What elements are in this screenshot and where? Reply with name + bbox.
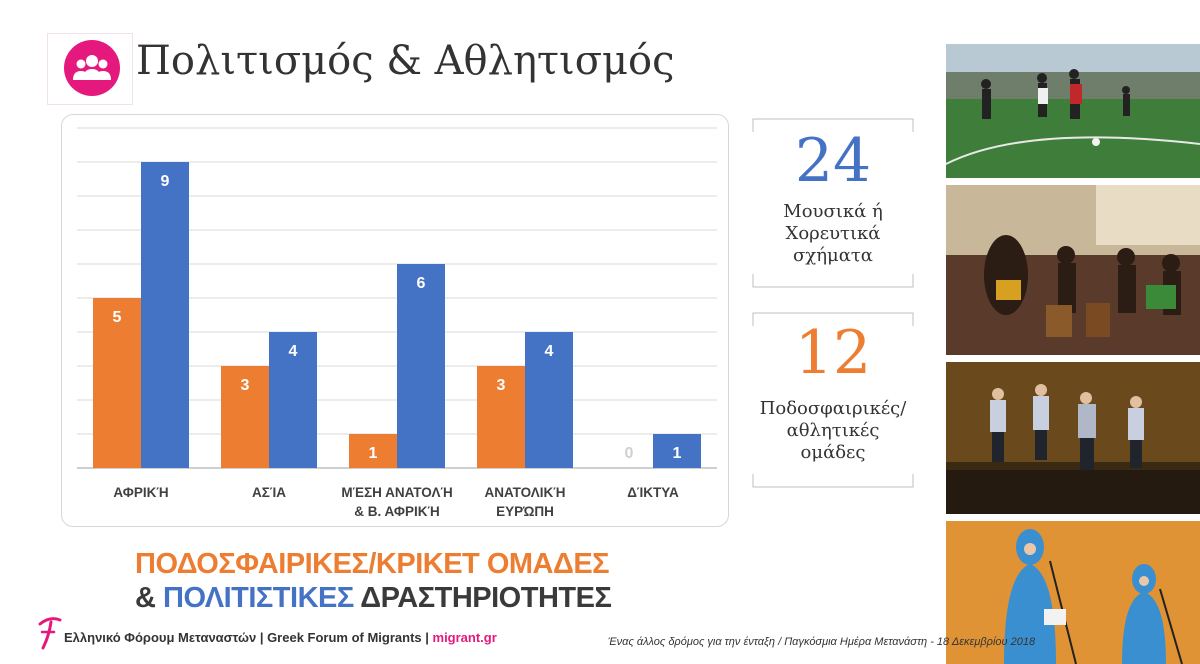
footer-tagline: Ένας άλλος δρόμος για την ένταξη / Παγκό…	[608, 636, 1036, 648]
stat-box-sports: 12 Ποδοσφαιρικές/ αθλητικές ομάδες	[752, 312, 914, 488]
category-label: ΑΣΊΑ	[252, 485, 286, 500]
subtitle-line-1: ΠΟΔΟΣΦΑΙΡΙΚΕΣ/ΚΡΙΚΕΤ ΟΜΑΔΕΣ	[135, 548, 610, 580]
data-label: 0	[625, 445, 634, 462]
page-title: Πολιτισμός & Αθλητισμός	[136, 38, 675, 84]
footer-org-text: Ελληνικό Φόρουμ Μεταναστών | Greek Forum…	[64, 630, 433, 645]
subtitle-line-2: & ΠΟΛΙΤΙΣΤΙΚΕΣ ΔΡΑΣΤΗΡΙΟΤΗΤΕΣ	[135, 582, 612, 614]
stat-label: Ποδοσφαιρικές/ αθλητικές ομάδες	[759, 398, 907, 463]
subtitle-highlight: ΠΟΛΙΤΙΣΤΙΚΕΣ	[163, 582, 354, 614]
bar-series-2	[397, 264, 445, 468]
folk-dance-stage-photo	[946, 362, 1200, 514]
data-label: 4	[545, 343, 554, 360]
people-group-icon	[64, 40, 120, 96]
data-label: 6	[417, 275, 426, 292]
bar-series-2	[269, 332, 317, 468]
bar-series-2	[525, 332, 573, 468]
bar-series-1	[349, 434, 397, 468]
stat-label: Μουσικά ή Χορευτικά σχήματα	[783, 201, 883, 266]
bar-series-2	[653, 434, 701, 468]
gfm-logo	[38, 617, 62, 650]
data-label: 1	[673, 445, 682, 462]
african-dance-photo	[946, 185, 1200, 355]
category-label: ΑΝΑΤΟΛΙΚΉ	[485, 485, 566, 500]
bar-series-1	[477, 366, 525, 468]
footer-site-link[interactable]: migrant.gr	[432, 630, 497, 645]
data-label: 3	[241, 377, 250, 394]
data-label: 4	[289, 343, 298, 360]
category-label: ΑΦΡΙΚΉ	[113, 485, 168, 500]
stat-number: 24	[794, 126, 872, 196]
chart-card: 5 9 ΑΦΡΙΚΉ 3 4 ΑΣΊΑ 1 6 ΜΈΣΗ ΑΝΑΤΟΛΉ & Β. ΑΦΡΙΚΉ 3…	[61, 114, 729, 527]
bar-series-1	[221, 366, 269, 468]
category-label: & Β. ΑΦΡΙΚΉ	[354, 504, 439, 519]
category-label: ΜΈΣΗ ΑΝΑΤΟΛΉ	[341, 485, 452, 500]
stat-box-music: 24 Μουσικά ή Χορευτικά σχήματα	[752, 118, 914, 288]
data-label: 3	[497, 377, 506, 394]
stat-box-frame	[752, 312, 914, 488]
bar-series-1	[93, 298, 141, 468]
singers-stage-photo	[946, 521, 1200, 664]
category-label: ΕΥΡΏΠΗ	[496, 504, 554, 519]
title-icon-box	[47, 33, 133, 105]
data-label: 9	[161, 173, 170, 190]
football-photo	[946, 44, 1200, 178]
bar-series-2	[141, 162, 189, 468]
bar-chart: 5 9 ΑΦΡΙΚΉ 3 4 ΑΣΊΑ 1 6 ΜΈΣΗ ΑΝΑΤΟΛΉ & Β. ΑΦΡΙΚΉ 3…	[77, 127, 717, 519]
data-label: 1	[369, 445, 378, 462]
data-label: 5	[113, 309, 122, 326]
stat-number: 12	[794, 318, 872, 388]
category-label: ΔΊΚΤΥΑ	[627, 485, 679, 500]
stat-box-frame	[752, 118, 914, 288]
